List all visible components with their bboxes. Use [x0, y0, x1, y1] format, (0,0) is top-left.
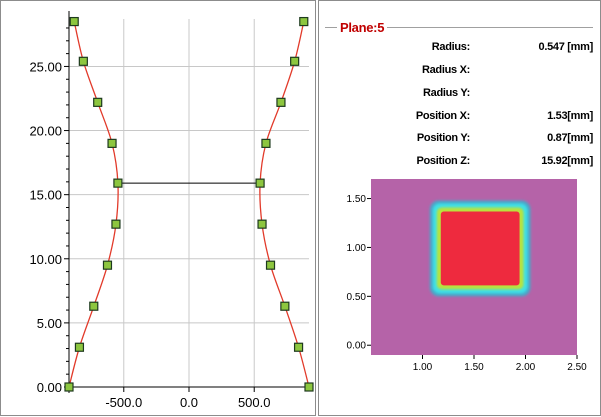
- data-point-marker: [261, 138, 271, 148]
- data-point-marker: [69, 16, 79, 27]
- data-point-marker: [107, 138, 117, 148]
- position-y-label: Position Y:: [416, 132, 470, 144]
- y-tick-label: 15.00: [29, 188, 62, 203]
- data-point-marker: [293, 342, 304, 352]
- data-point-marker: [290, 56, 300, 66]
- y-tick-label: 25.00: [29, 59, 62, 74]
- data-point-marker: [78, 56, 88, 66]
- heatmap-y-tick-label: 0.00: [347, 341, 367, 352]
- profile-curve-left: [68, 21, 119, 388]
- position-z-value: 15.92[mm]: [541, 155, 593, 167]
- y-tick-label: 20.00: [29, 124, 62, 139]
- x-tick-label: -500.0: [105, 395, 142, 410]
- position-x-label: Position X:: [415, 110, 470, 122]
- data-point-marker: [111, 219, 121, 229]
- data-point-marker: [64, 382, 74, 392]
- radius-value: 0.547 [mm]: [538, 41, 594, 53]
- heatmap-x-tick-label: 2.50: [567, 362, 587, 373]
- data-point-marker: [265, 260, 276, 270]
- data-point-marker: [276, 97, 286, 107]
- data-point-marker: [304, 382, 314, 392]
- profile-chart-panel: 0.00 5.00 10.00 15.00 20.00 25.00 -500.0 0.0 500…: [0, 0, 316, 416]
- data-point-marker: [257, 219, 267, 229]
- heatmap-y-tick-label: 1.50: [347, 194, 367, 205]
- position-z-label: Position Z:: [416, 155, 470, 167]
- data-point-marker: [280, 301, 290, 311]
- plane-info-panel: Plane:5 Radius: 0.547 [mm] Radius X: Rad…: [318, 0, 601, 416]
- radius-y-label: Radius Y:: [422, 87, 470, 99]
- heatmap-x-tick-label: 1.00: [413, 362, 433, 373]
- plane-title: Plane:5: [337, 20, 388, 35]
- profile-curve-right: [259, 21, 310, 388]
- data-point-marker: [299, 16, 309, 27]
- x-tick-label: 0.0: [180, 395, 198, 410]
- plane-group-box: [325, 27, 593, 168]
- heatmap-core: [440, 211, 520, 286]
- data-point-marker: [74, 342, 85, 352]
- data-point-marker: [113, 178, 123, 188]
- heatmap-y-tick-label: 0.50: [347, 292, 367, 303]
- data-point-marker: [93, 97, 103, 107]
- data-point-marker: [89, 301, 99, 311]
- heatmap-y-tick-label: 1.00: [347, 243, 367, 254]
- y-tick-label: 0.00: [37, 380, 62, 395]
- radius-label: Radius:: [431, 41, 471, 53]
- y-tick-label: 5.00: [37, 316, 62, 331]
- radius-x-label: Radius X:: [421, 64, 470, 76]
- data-point-marker: [255, 178, 265, 188]
- position-y-value: 0.87[mm]: [547, 132, 593, 144]
- heatmap-x-tick-label: 2.00: [516, 362, 536, 373]
- x-tick-label: 500.0: [238, 395, 271, 410]
- data-point-marker: [102, 260, 113, 270]
- heatmap-x-tick-label: 1.50: [464, 362, 484, 373]
- y-tick-label: 10.00: [29, 252, 62, 267]
- profile-chart: 0.00 5.00 10.00 15.00 20.00 25.00 -500.0 0.0 500…: [29, 11, 314, 410]
- intensity-heatmap: 0.00 0.50 1.00 1.50 1.00 1.50 2.00 2.50: [347, 179, 587, 373]
- position-x-value: 1.53[mm]: [547, 110, 593, 122]
